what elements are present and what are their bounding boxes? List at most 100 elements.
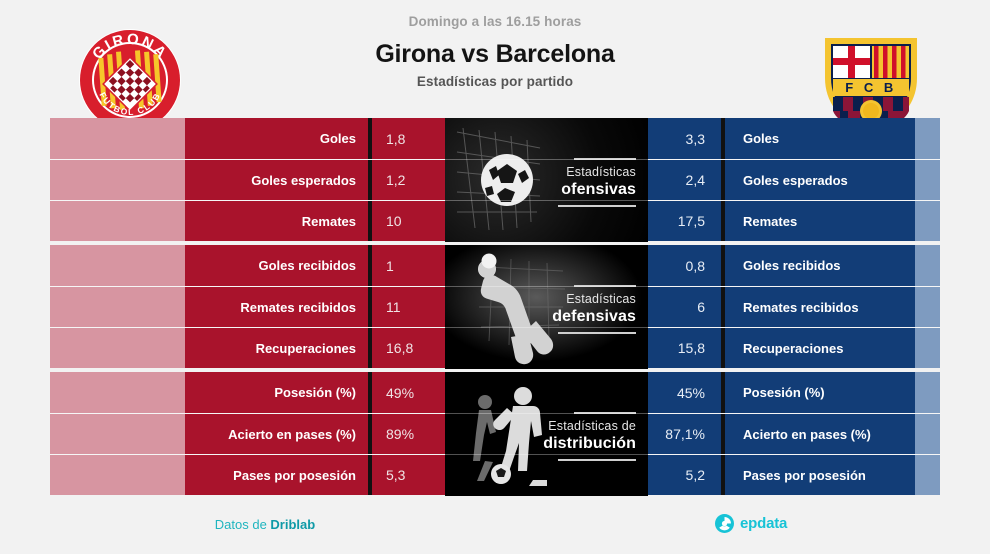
home-accent-bar bbox=[50, 414, 185, 454]
away-stat-value: 6 bbox=[648, 287, 721, 327]
away-label-text: Remates bbox=[743, 213, 798, 229]
away-value-text: 15,8 bbox=[677, 340, 705, 356]
away-value-text: 45% bbox=[676, 384, 705, 401]
away-accent-bar bbox=[915, 414, 940, 454]
away-stat-label: Goles esperados bbox=[725, 160, 915, 200]
panel-line1: Estadísticas bbox=[566, 292, 636, 306]
home-stat-label: Goles recibidos bbox=[185, 245, 370, 286]
home-value-text: 1 bbox=[386, 257, 394, 274]
home-stat-label: Acierto en pases (%) bbox=[185, 414, 370, 454]
panel-offensive-text: Estadísticas ofensivas bbox=[504, 153, 636, 207]
home-divider bbox=[368, 287, 372, 327]
fc-barcelona-crest-icon: F C B bbox=[825, 38, 917, 134]
home-accent-bar bbox=[50, 160, 185, 200]
table-row: Remates 10 17,5 Remates bbox=[50, 200, 940, 241]
away-label-text: Posesión (%) bbox=[743, 385, 825, 400]
home-stat-label: Remates recibidos bbox=[185, 287, 370, 327]
panel-line2: defensivas bbox=[552, 308, 636, 325]
home-divider bbox=[368, 118, 372, 159]
home-value-text: 10 bbox=[386, 213, 402, 229]
home-stat-label: Recuperaciones bbox=[185, 328, 370, 368]
home-stat-value: 5,3 bbox=[372, 455, 445, 495]
home-divider bbox=[368, 328, 372, 368]
home-label-text: Goles recibidos bbox=[258, 258, 356, 273]
away-stat-value: 45% bbox=[648, 372, 721, 413]
away-stat-value: 5,2 bbox=[648, 455, 721, 495]
table-row: Remates recibidos 11 6 Remates recibidos bbox=[50, 286, 940, 327]
rule-bottom bbox=[558, 332, 636, 334]
panel-line1: Estadísticas bbox=[566, 165, 636, 179]
panel-defensive: Estadísticas defensivas bbox=[445, 245, 648, 369]
home-stat-value: 1,8 bbox=[372, 118, 445, 159]
girona-fc-crest-icon: GIRONA FUTBOL CLUB bbox=[79, 29, 181, 131]
epdata-brand[interactable]: epdata bbox=[715, 514, 787, 533]
away-value-text: 0,8 bbox=[685, 257, 705, 274]
stats-group-distribution: Estadísticas de distribución Posesión (%… bbox=[50, 372, 940, 496]
home-stat-value: 1,2 bbox=[372, 160, 445, 200]
away-accent-bar bbox=[915, 201, 940, 241]
svg-text:F C B: F C B bbox=[845, 80, 896, 95]
home-label-text: Goles esperados bbox=[251, 172, 356, 188]
home-stat-value: 16,8 bbox=[372, 328, 445, 368]
panel-offensive: Estadísticas ofensivas bbox=[445, 118, 648, 242]
away-accent-bar bbox=[915, 287, 940, 327]
home-stat-value: 11 bbox=[372, 287, 445, 327]
home-divider bbox=[368, 245, 372, 286]
away-stat-label: Posesión (%) bbox=[725, 372, 915, 413]
header: Domingo a las 16.15 horas Girona vs Barc… bbox=[0, 0, 990, 134]
home-label-text: Remates recibidos bbox=[240, 299, 356, 315]
home-value-text: 11 bbox=[386, 299, 401, 315]
away-accent-bar bbox=[915, 455, 940, 495]
away-value-text: 2,4 bbox=[685, 172, 705, 188]
home-accent-bar bbox=[50, 328, 185, 368]
stats-group-defensive: Estadísticas defensivas Goles recibidos … bbox=[50, 245, 940, 369]
away-label-text: Goles esperados bbox=[743, 172, 848, 188]
soccer-ball-in-net-icon bbox=[456, 127, 541, 231]
away-divider bbox=[721, 414, 725, 454]
rule-top bbox=[574, 412, 636, 414]
home-divider bbox=[368, 455, 372, 495]
stats-group-offensive: Estadísticas ofensivas Goles 1,8 3,3 Gol… bbox=[50, 118, 940, 242]
home-label-text: Goles bbox=[319, 131, 356, 146]
epdata-circle-icon bbox=[715, 514, 734, 533]
away-label-text: Goles bbox=[743, 131, 780, 146]
home-label-text: Acierto en pases (%) bbox=[228, 426, 356, 442]
away-stat-label: Goles recibidos bbox=[725, 245, 915, 286]
diving-goalkeeper-icon bbox=[445, 245, 648, 369]
away-stat-label: Remates recibidos bbox=[725, 287, 915, 327]
home-divider bbox=[368, 201, 372, 241]
home-accent-bar bbox=[50, 201, 185, 241]
source-prefix: Datos de bbox=[214, 517, 271, 532]
away-label-text: Goles recibidos bbox=[743, 258, 841, 273]
rule-bottom bbox=[558, 205, 636, 207]
home-stat-value: 49% bbox=[372, 372, 445, 413]
table-row: Acierto en pases (%) 89% 87,1% Acierto e… bbox=[50, 413, 940, 454]
table-row: Recuperaciones 16,8 15,8 Recuperaciones bbox=[50, 327, 940, 368]
home-divider bbox=[368, 160, 372, 200]
home-stat-label: Remates bbox=[185, 201, 370, 241]
home-stat-value: 1 bbox=[372, 245, 445, 286]
away-divider bbox=[721, 201, 725, 241]
away-stat-value: 87,1% bbox=[648, 414, 721, 454]
page-title: Girona vs Barcelona bbox=[375, 40, 615, 68]
away-accent-bar bbox=[915, 372, 940, 413]
epdata-wordmark: epdata bbox=[740, 515, 788, 532]
home-value-text: 16,8 bbox=[386, 340, 414, 356]
rule-top bbox=[574, 158, 636, 160]
home-stat-label: Goles esperados bbox=[185, 160, 370, 200]
away-stat-label: Remates bbox=[725, 201, 915, 241]
rule-top bbox=[574, 285, 636, 287]
table-row: Pases por posesión 5,3 5,2 Pases por pos… bbox=[50, 454, 940, 495]
kickoff-time: Domingo a las 16.15 horas bbox=[408, 14, 582, 29]
away-value-text: 17,5 bbox=[677, 213, 705, 229]
home-divider bbox=[368, 414, 372, 454]
data-source-credit[interactable]: Datos de Driblab bbox=[155, 517, 375, 532]
source-name: Driblab bbox=[270, 517, 316, 532]
away-value-text: 3,3 bbox=[685, 130, 705, 147]
away-divider bbox=[721, 372, 725, 413]
table-row: Goles esperados 1,2 2,4 Goles esperados bbox=[50, 159, 940, 200]
away-label-text: Recuperaciones bbox=[743, 340, 844, 356]
away-divider bbox=[721, 328, 725, 368]
home-value-text: 1,8 bbox=[386, 130, 406, 147]
away-stat-value: 15,8 bbox=[648, 328, 721, 368]
